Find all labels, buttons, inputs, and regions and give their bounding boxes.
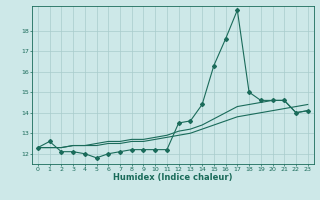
X-axis label: Humidex (Indice chaleur): Humidex (Indice chaleur)	[113, 173, 233, 182]
